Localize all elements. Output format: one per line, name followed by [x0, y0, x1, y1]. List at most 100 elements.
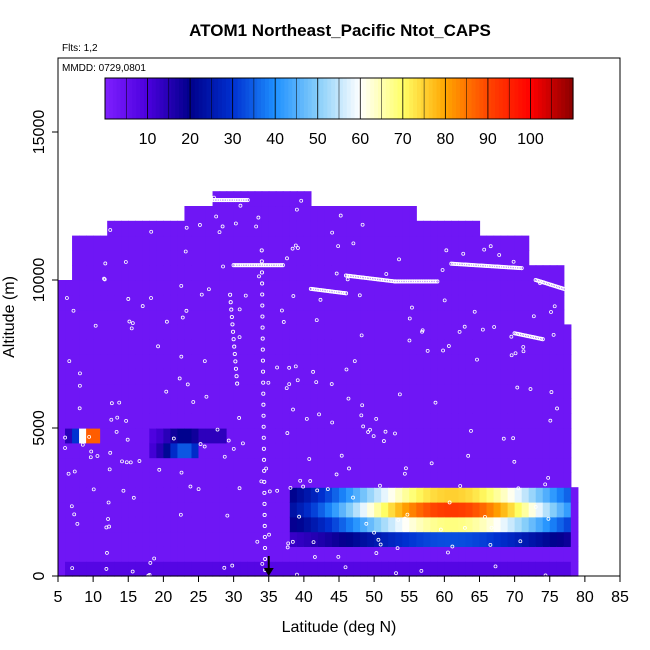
heatmap-cell [100, 516, 108, 533]
sample-point [345, 277, 350, 282]
heatmap-cell [472, 220, 481, 237]
heatmap-cell [142, 561, 150, 577]
sample-point [257, 274, 261, 279]
sample-point [285, 431, 290, 435]
heatmap-cell [163, 531, 171, 547]
heatmap-cell [339, 546, 347, 562]
heatmap-cell [549, 516, 558, 533]
heatmap-cell [261, 383, 270, 399]
heatmap-cell [198, 265, 207, 281]
heatmap-cell [339, 250, 347, 266]
heatmap-cell [451, 442, 460, 459]
heatmap-cell [395, 309, 403, 325]
sample-point [374, 417, 379, 421]
heatmap-cell [521, 383, 530, 399]
heatmap-cell [170, 339, 179, 355]
heatmap-cell [514, 250, 523, 266]
heatmap-cell [430, 487, 438, 503]
track-point [260, 347, 265, 352]
heatmap-cell [135, 309, 143, 325]
heatmap-cell [107, 502, 115, 518]
sample-point [521, 345, 526, 349]
heatmap-cell [100, 442, 108, 459]
heatmap-cell [261, 487, 270, 503]
heatmap-cell [346, 324, 354, 340]
colorbar-swatch [292, 78, 297, 119]
sample-point [378, 542, 383, 547]
heatmap-cell [353, 368, 361, 385]
heatmap-cell [233, 368, 242, 385]
sample-point [393, 431, 397, 436]
sample-point [446, 550, 450, 555]
heatmap-cell [240, 546, 249, 562]
heatmap-cell [100, 472, 108, 488]
heatmap-cell [416, 220, 424, 237]
heatmap-cell [212, 235, 221, 251]
heatmap-cell [170, 280, 179, 296]
heatmap-cell [437, 280, 445, 296]
heatmap-cell [507, 294, 516, 311]
heatmap-cell [507, 280, 516, 296]
heatmap-cell [395, 383, 403, 399]
heatmap-cell [395, 413, 403, 429]
heatmap-cell [542, 531, 551, 547]
heatmap-cell [79, 546, 87, 562]
sample-point [275, 365, 279, 370]
heatmap-cell [444, 294, 452, 311]
heatmap-cell [268, 546, 277, 562]
heatmap-cell [388, 265, 396, 281]
heatmap-cell [549, 324, 558, 340]
heatmap-cell [191, 368, 200, 385]
heatmap-cell [58, 546, 66, 562]
colorbar-swatch [222, 78, 227, 119]
heatmap-cell [451, 472, 460, 488]
heatmap-cell [324, 235, 333, 251]
heatmap-cell [268, 472, 277, 488]
x-tick-label: 30 [225, 589, 243, 606]
heatmap-cell [93, 561, 101, 577]
colorbar-swatch [307, 78, 313, 119]
heatmap-cell [556, 428, 565, 444]
sample-point [149, 296, 153, 300]
heatmap-cell [79, 294, 87, 311]
colorbar-swatch [479, 78, 484, 119]
colorbar-swatch [175, 78, 180, 119]
heatmap-cell [521, 309, 530, 325]
heatmap-cell [310, 531, 319, 547]
heatmap-cell [247, 354, 256, 370]
heatmap-cell [310, 309, 319, 325]
heatmap-cell [388, 235, 396, 251]
heatmap-cell [79, 561, 87, 577]
heatmap-cell [212, 354, 221, 370]
heatmap-cell [240, 294, 249, 311]
heatmap-cell [367, 531, 375, 547]
heatmap-cell [388, 502, 396, 518]
heatmap-cell [72, 354, 80, 370]
heatmap-cell [247, 294, 256, 311]
heatmap-cell [423, 265, 431, 281]
heatmap-cell [367, 339, 375, 355]
heatmap-cell [65, 324, 73, 340]
heatmap-cell [135, 413, 143, 429]
heatmap-cell [261, 324, 270, 340]
track-point [260, 303, 265, 308]
heatmap-cell [93, 309, 101, 325]
heatmap-cell [79, 309, 87, 325]
heatmap-cell [528, 294, 537, 311]
heatmap-cell [114, 398, 122, 414]
heatmap-cell [86, 324, 94, 340]
heatmap-cell [303, 487, 312, 503]
heatmap-cell [465, 383, 474, 399]
heatmap-cell [353, 398, 361, 414]
track-point [232, 351, 237, 357]
heatmap-cell [261, 457, 270, 473]
heatmap-cell [289, 413, 298, 429]
heatmap-cell [317, 280, 326, 296]
sample-point [347, 466, 351, 471]
heatmap-cell [163, 368, 171, 385]
sample-point [314, 318, 319, 323]
heatmap-cell [268, 250, 277, 266]
colorbar-swatch [167, 78, 172, 119]
heatmap-cell [367, 250, 375, 266]
colorbar-swatch [264, 78, 270, 119]
